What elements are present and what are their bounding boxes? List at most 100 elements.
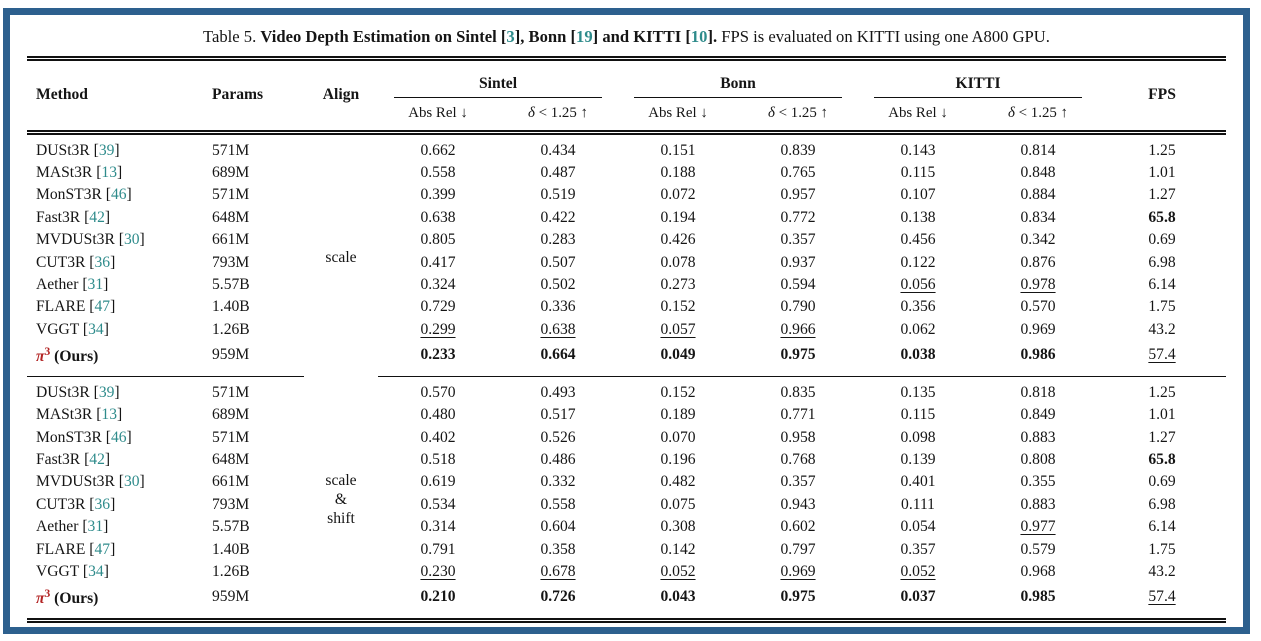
citation-ref[interactable]: 47	[94, 298, 111, 316]
cell-bonn-delta: 0.357	[780, 231, 816, 249]
cell-sintel-delta: 0.434	[540, 141, 576, 159]
cell-bonn-delta: 0.957	[780, 186, 816, 204]
align-line: scale	[325, 249, 357, 267]
header-group-kitti: KITTI	[858, 61, 1098, 98]
method-cell: Fast3R [42]	[36, 208, 111, 226]
cell-kitti-absrel: 0.098	[900, 428, 936, 446]
cell-fps: 1.75	[1148, 298, 1176, 316]
cell-kitti-delta: 0.977	[1020, 518, 1056, 536]
cell-kitti-absrel: 0.107	[900, 186, 936, 204]
params-cell: 661M	[212, 231, 250, 249]
table-row: MASt3R [13] 689M 0.480 0.517 0.189 0.771 0.115…	[27, 404, 1226, 426]
cell-sintel-absrel: 0.417	[420, 253, 456, 271]
cell-sintel-absrel: 0.230	[420, 563, 456, 580]
citation-ref[interactable]: 30	[123, 473, 140, 491]
method-cell: Fast3R [42]	[36, 450, 111, 468]
cell-sintel-delta: 0.336	[540, 298, 576, 316]
table-row: Fast3R [42] 648M 0.638 0.422 0.194 0.772 0.138…	[27, 207, 1226, 229]
citation-ref[interactable]: 31	[87, 518, 104, 536]
cell-kitti-absrel: 0.456	[900, 231, 936, 249]
cell-kitti-delta: 0.818	[1020, 383, 1056, 401]
citation-ref[interactable]: 46	[110, 428, 127, 446]
citation-ref[interactable]: 30	[123, 231, 140, 249]
citation-ref[interactable]: 42	[89, 208, 105, 226]
table-row: CUT3R [36] 793M 0.417 0.507 0.078 0.937 0.122 0…	[27, 252, 1226, 274]
citation-ref[interactable]: 39	[98, 141, 115, 159]
cell-kitti-delta: 0.985	[1020, 588, 1056, 605]
method-cell: DUSt3R [39]	[36, 141, 120, 159]
cell-bonn-delta: 0.771	[780, 406, 816, 424]
caption-text: FPS is evaluated on KITTI using one A800…	[717, 27, 1050, 46]
method-cell: MonST3R [46]	[36, 428, 132, 446]
citation-ref[interactable]: 47	[94, 540, 111, 558]
cell-sintel-absrel: 0.518	[420, 450, 456, 468]
cell-sintel-delta: 0.358	[540, 540, 576, 558]
citation-ref[interactable]: 10	[690, 27, 708, 46]
cell-kitti-delta: 0.978	[1020, 275, 1056, 293]
table-row: FLARE [47] 1.40B 0.729 0.336 0.152 0.790 0.356…	[27, 296, 1226, 318]
cell-sintel-delta: 0.558	[540, 495, 576, 513]
cell-fps: 57.4	[1098, 341, 1226, 377]
table-row: π3 (Ours) 959M 0.233 0.664 0.049 0.975 0.038 0.…	[27, 341, 1226, 377]
citation-ref[interactable]: 39	[98, 383, 115, 401]
citation-ref[interactable]: 36	[94, 253, 111, 271]
cell-bonn-absrel: 0.196	[660, 450, 696, 468]
cell-kitti-delta: 0.342	[1020, 231, 1056, 249]
cell-bonn-delta: 0.768	[780, 450, 816, 468]
header-align: Align	[304, 61, 378, 135]
citation-ref[interactable]: 36	[94, 495, 111, 513]
cell-bonn-absrel: 0.075	[660, 495, 696, 513]
method-cell: MonST3R [46]	[36, 186, 132, 204]
header-fps: FPS	[1098, 61, 1226, 135]
cell-kitti-delta: 0.834	[1020, 208, 1056, 226]
cell-bonn-absrel: 0.273	[660, 275, 696, 293]
citation-ref[interactable]: 31	[87, 275, 104, 293]
table-row: VGGT [34] 1.26B 0.299 0.638 0.057 0.966 0.062 0…	[27, 319, 1226, 341]
cell-kitti-absrel: 0.401	[900, 473, 936, 491]
params-cell: 648M	[212, 450, 250, 468]
cell-sintel-absrel: 0.480	[420, 406, 456, 424]
table-row: MonST3R [46] 571M 0.402 0.526 0.070 0.958 0.09…	[27, 427, 1226, 449]
table-row: DUSt3R [39] 571M scale 0.662 0.434 0.151 0.839…	[27, 132, 1226, 267]
citation-ref[interactable]: 19	[576, 27, 593, 46]
cell-sintel-delta: 0.502	[540, 275, 576, 293]
citation-ref[interactable]: 34	[88, 563, 104, 580]
cell-bonn-absrel: 0.078	[660, 253, 696, 271]
cell-kitti-absrel: 0.139	[900, 450, 936, 468]
cell-bonn-absrel: 0.189	[660, 406, 696, 424]
citation-ref[interactable]: 3	[506, 27, 515, 46]
cell-bonn-delta: 0.943	[780, 495, 816, 513]
citation-ref[interactable]: 13	[101, 163, 118, 181]
params-cell: 648M	[212, 208, 250, 226]
cell-fps: 1.25	[1148, 141, 1176, 159]
cell-bonn-delta: 0.594	[780, 275, 816, 293]
params-cell: 1.26B	[212, 563, 250, 580]
table-row: Aether [31] 5.57B 0.314 0.604 0.308 0.602 0.05…	[27, 516, 1226, 538]
ours-method-superscript: 3	[44, 588, 51, 601]
method-cell: DUSt3R [39]	[36, 383, 120, 401]
cell-kitti-absrel: 0.357	[900, 540, 936, 558]
citation-ref[interactable]: 13	[101, 406, 118, 424]
citation-ref[interactable]: 34	[88, 320, 104, 338]
cell-sintel-delta: 0.726	[540, 588, 576, 605]
cell-fps: 6.14	[1148, 275, 1176, 293]
cell-sintel-absrel: 0.729	[420, 298, 456, 316]
cell-fps: 6.98	[1148, 253, 1176, 271]
method-cell: FLARE [47]	[36, 298, 116, 316]
cell-kitti-delta: 0.883	[1020, 495, 1056, 513]
results-table: Method Params Align Sintel Bonn KITTI FP…	[27, 61, 1226, 623]
cell-bonn-absrel: 0.072	[660, 186, 696, 204]
cell-bonn-delta: 0.835	[780, 383, 816, 401]
cell-fps: 43.2	[1148, 320, 1176, 338]
params-cell: 5.57B	[212, 275, 250, 293]
cell-sintel-absrel: 0.314	[420, 518, 456, 536]
header-kitti-delta: δ < 1.25 ↑	[978, 98, 1099, 135]
citation-ref[interactable]: 42	[89, 450, 105, 468]
cell-kitti-absrel: 0.038	[858, 341, 979, 377]
params-cell: 689M	[212, 406, 250, 424]
cell-kitti-delta: 0.355	[1020, 473, 1056, 491]
cell-kitti-absrel: 0.052	[900, 563, 936, 580]
citation-ref[interactable]: 46	[110, 186, 127, 204]
method-cell: MVDUSt3R [30]	[36, 231, 145, 249]
cell-sintel-absrel: 0.399	[420, 186, 456, 204]
